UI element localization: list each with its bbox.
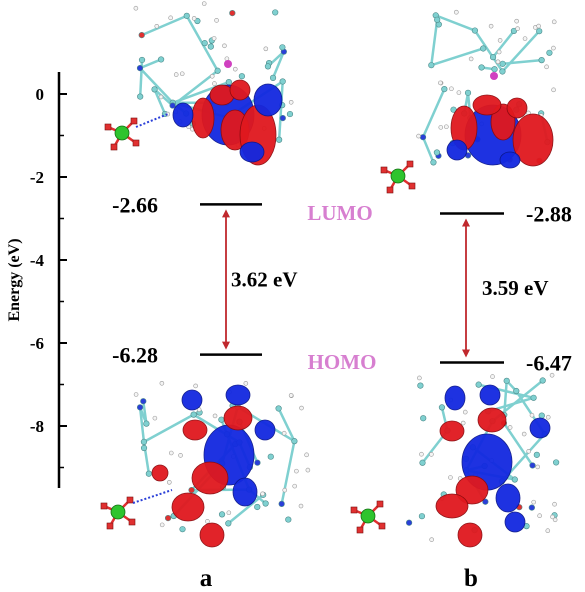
lumo-value-a: -2.66: [112, 192, 158, 217]
y-tick-label: -2: [30, 168, 44, 187]
hydrogen-bond: [135, 113, 169, 128]
homo-lobes-b: [435, 384, 551, 548]
hydrogen-bond: [132, 489, 173, 504]
y-tick-label: 0: [36, 85, 45, 104]
lumo-lobes-a: [172, 79, 283, 166]
homo-value-a: -6.28: [112, 343, 158, 368]
homo-label: HOMO: [308, 350, 377, 374]
y-tick-label: -6: [30, 334, 44, 353]
y-axis-ticks: 0 -2 -4 -6 -8: [30, 85, 67, 469]
molecule-illustrations: [100, 1, 560, 548]
lumo-label: LUMO: [307, 201, 372, 225]
gap-value-a: 3.62 eV: [231, 268, 298, 292]
panel-label-a: a: [200, 565, 213, 592]
y-tick-label: -4: [30, 251, 45, 270]
gap-value-b: 3.59 eV: [482, 276, 549, 300]
perchlorate-a-homo: [100, 496, 136, 530]
y-axis-label: Energy (eV): [6, 238, 23, 321]
lumo-value-b: -2.88: [526, 202, 572, 227]
energy-levels: -2.66 -6.28 3.62 eV -2.88 -6.47 3.59 eV: [112, 192, 572, 375]
phosphorus-atom: [224, 60, 232, 68]
perchlorate-b-lumo: [380, 160, 416, 194]
homo-value-b: -6.47: [526, 351, 572, 376]
lumo-lobes-b: [446, 94, 554, 169]
homo-lobes-a: [151, 384, 276, 548]
perchlorate-b-homo: [350, 500, 386, 534]
y-tick-label: -8: [30, 417, 44, 436]
perchlorate-a-lumo: [104, 117, 140, 151]
phosphorus-atom: [490, 72, 498, 80]
panel-label-b: b: [464, 565, 478, 592]
